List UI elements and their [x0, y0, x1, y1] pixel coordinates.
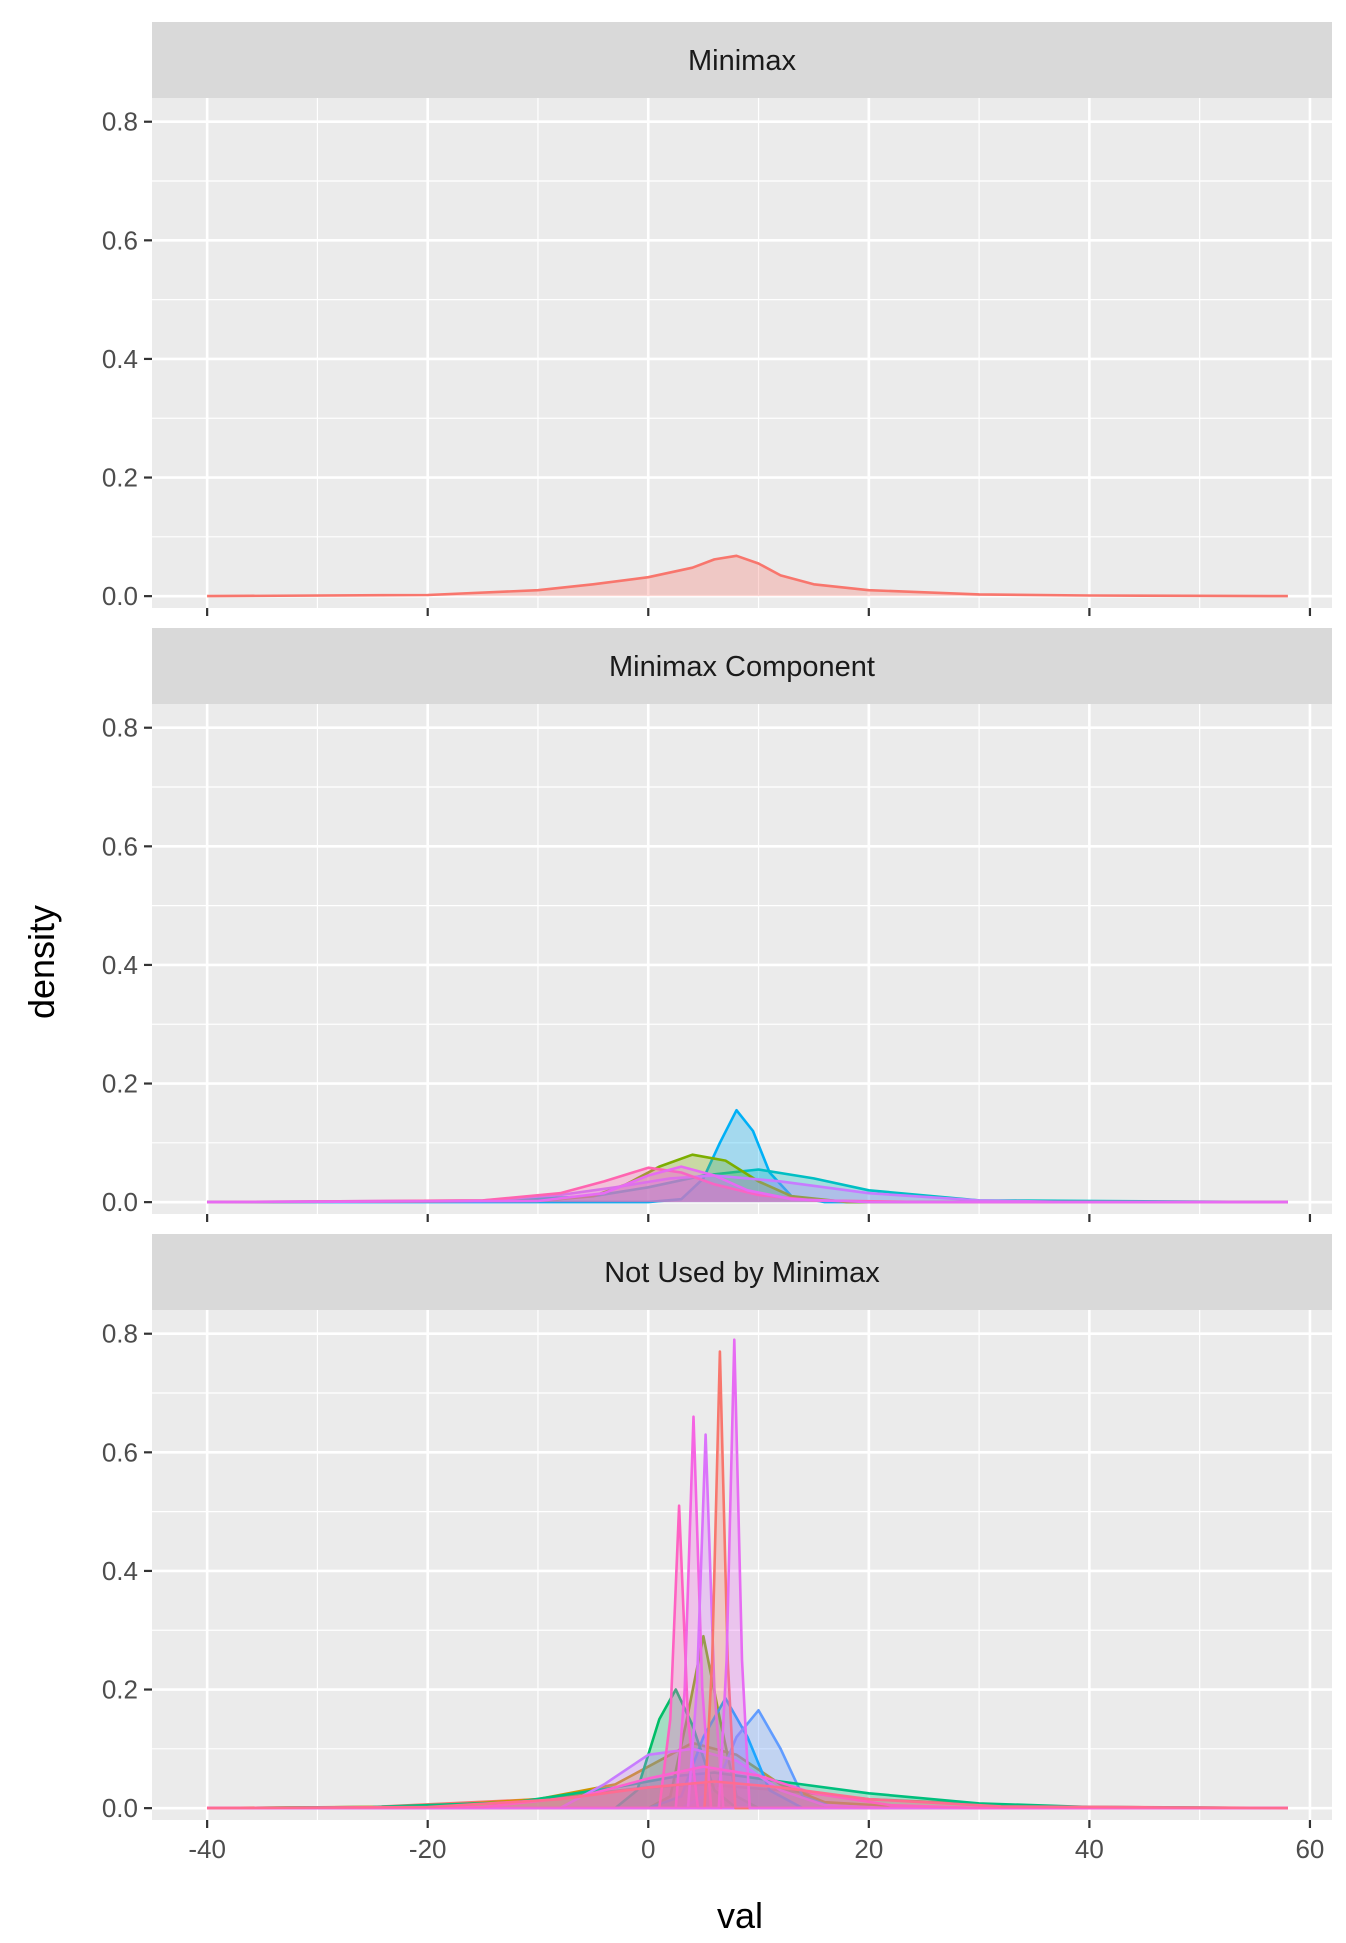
- facet-strip-label: Minimax Component: [609, 651, 875, 683]
- x-tick-label: 20: [854, 1834, 883, 1864]
- density-area: [207, 1167, 1288, 1203]
- y-tick-label: 0.6: [102, 225, 138, 255]
- density-area: [207, 1766, 1288, 1809]
- x-axis-title: val: [717, 1895, 763, 1936]
- density-line: [207, 1780, 1288, 1810]
- density-line: [207, 1688, 1288, 1810]
- y-tick-label: 0.2: [102, 463, 138, 493]
- y-tick-label: 0.2: [102, 1069, 138, 1099]
- y-tick-label: 0.0: [102, 581, 138, 611]
- density-area: [207, 1175, 1288, 1203]
- panels-layer: Minimax 0.0 0.2 0.4 0.6 0.8 Minimax Component 0…: [102, 22, 1332, 1828]
- facet-strip-label: Minimax: [688, 45, 796, 77]
- panel-background: [152, 1310, 1332, 1820]
- x-tick-label: 0: [641, 1834, 655, 1864]
- x-tick-label: -20: [409, 1834, 447, 1864]
- density-area: [207, 1110, 1288, 1203]
- y-tick-label: 0.8: [102, 107, 138, 137]
- facet-panel: Minimax 0.0 0.2 0.4 0.6 0.8: [102, 22, 1332, 616]
- y-tick-label: 0.8: [102, 713, 138, 743]
- x-tick-label: 40: [1075, 1834, 1104, 1864]
- density-line: [207, 1168, 1288, 1204]
- y-tick-label: 0.2: [102, 1675, 138, 1705]
- density-area: [207, 555, 1288, 597]
- density-line: [207, 1165, 1288, 1204]
- panel-background: [152, 704, 1332, 1214]
- y-tick-label: 0.4: [102, 344, 138, 374]
- y-tick-label: 0.6: [102, 1437, 138, 1467]
- panel-background: [152, 98, 1332, 608]
- density-area: [207, 1781, 1288, 1809]
- facet-strip: [152, 628, 1332, 704]
- facet-panel: Minimax Component 0.0 0.2 0.4 0.6 0.8: [102, 628, 1332, 1222]
- axis-layer: -40 -20 0 20 40 60: [188, 1834, 1324, 1864]
- facet-strip: [152, 22, 1332, 98]
- density-line: [207, 1338, 1288, 1810]
- y-tick-label: 0.6: [102, 831, 138, 861]
- y-tick-label: 0.4: [102, 950, 138, 980]
- y-tick-label: 0.8: [102, 1319, 138, 1349]
- x-tick-label: 60: [1295, 1834, 1324, 1864]
- facet-strip: [152, 1234, 1332, 1310]
- y-tick-label: 0.0: [102, 1187, 138, 1217]
- y-tick-label: 0.0: [102, 1793, 138, 1823]
- facet-panel: Not Used by Minimax 0.0 0.2 0.4 0.6 0.8: [102, 1234, 1332, 1828]
- facet-strip-label: Not Used by Minimax: [604, 1257, 880, 1289]
- density-area: [207, 1169, 1288, 1203]
- density-line: [207, 554, 1288, 598]
- y-tick-label: 0.4: [102, 1556, 138, 1586]
- density-area: [207, 1166, 1288, 1203]
- y-axis-title: density: [21, 905, 62, 1019]
- x-tick-label: -40: [188, 1834, 226, 1864]
